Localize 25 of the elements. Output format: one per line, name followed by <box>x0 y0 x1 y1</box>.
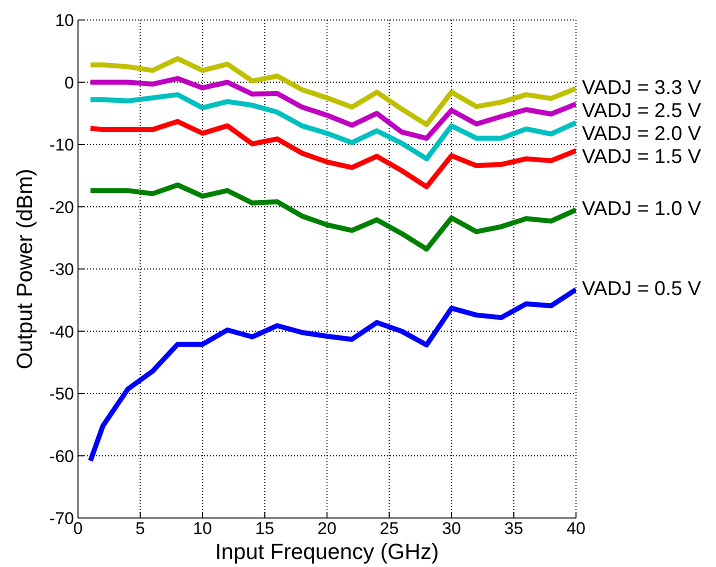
x-tick-label: 15 <box>255 519 274 538</box>
series-label: VADJ = 1.5 V <box>582 146 702 168</box>
y-tick-label: -20 <box>49 198 74 217</box>
x-tick-label: 20 <box>318 519 336 538</box>
series-label: VADJ = 3.3 V <box>582 76 702 99</box>
y-axis-title: Output Power (dBm) <box>12 168 37 370</box>
x-tick-label: 30 <box>442 519 461 538</box>
y-tick-label: -40 <box>49 322 74 342</box>
series-label: VADJ = 0.5 V <box>582 278 702 300</box>
x-tick-label: 5 <box>136 519 145 538</box>
y-tick-label: -70 <box>49 509 74 528</box>
x-tick-label: 35 <box>504 519 524 538</box>
y-tick-label: 10 <box>55 11 74 30</box>
x-tick-label: 40 <box>566 519 586 538</box>
y-tick-label: -10 <box>49 136 74 155</box>
y-tick-label: -50 <box>49 384 74 404</box>
x-tick-label: 25 <box>380 519 399 538</box>
x-axis-title: Input Frequency (GHz) <box>215 539 439 564</box>
y-tick-label: 0 <box>64 73 74 92</box>
series-label: VADJ = 1.0 V <box>582 198 702 220</box>
y-tick-label: -30 <box>49 260 74 280</box>
y-tick-label: -60 <box>49 446 74 466</box>
series-label: VADJ = 2.0 V <box>582 122 702 145</box>
x-tick-label: 10 <box>193 519 212 538</box>
series-label: VADJ = 2.5 V <box>582 100 702 122</box>
